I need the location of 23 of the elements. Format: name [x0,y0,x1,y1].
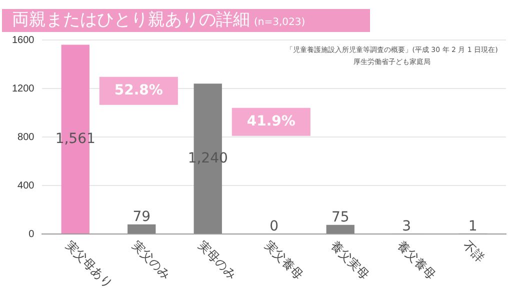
bar [128,224,156,234]
y-tick-label: 800 [18,132,35,143]
data-label: 79 [132,209,151,226]
x-tick-label: 養父実母 [328,238,372,282]
annotation: 41.9% [246,113,296,130]
data-label: 1 [468,218,478,235]
chart-title: 両親またはひとり親ありの詳細 [12,10,250,30]
data-label: 75 [331,210,350,226]
x-tick-label: 不詳 [460,238,488,266]
y-tick-label: 1600 [12,34,35,46]
x-tick-label: 養父養母 [394,238,438,282]
x-tick-label: 実父養母 [262,238,306,282]
y-tick-label: 1200 [12,83,35,94]
annotation: 52.8% [114,82,163,99]
data-label: 0 [270,218,279,235]
x-tick-label: 実父のみ [129,238,174,282]
data-label: 3 [402,218,412,234]
bar [326,224,354,234]
x-tick-label: 実母のみ [196,238,240,282]
y-tick-label: 400 [18,180,35,192]
x-tick-label: 実父母あり [63,238,116,291]
chart-subtitle: (n=3,023) [254,17,306,28]
y-tick-label: 0 [28,228,35,240]
